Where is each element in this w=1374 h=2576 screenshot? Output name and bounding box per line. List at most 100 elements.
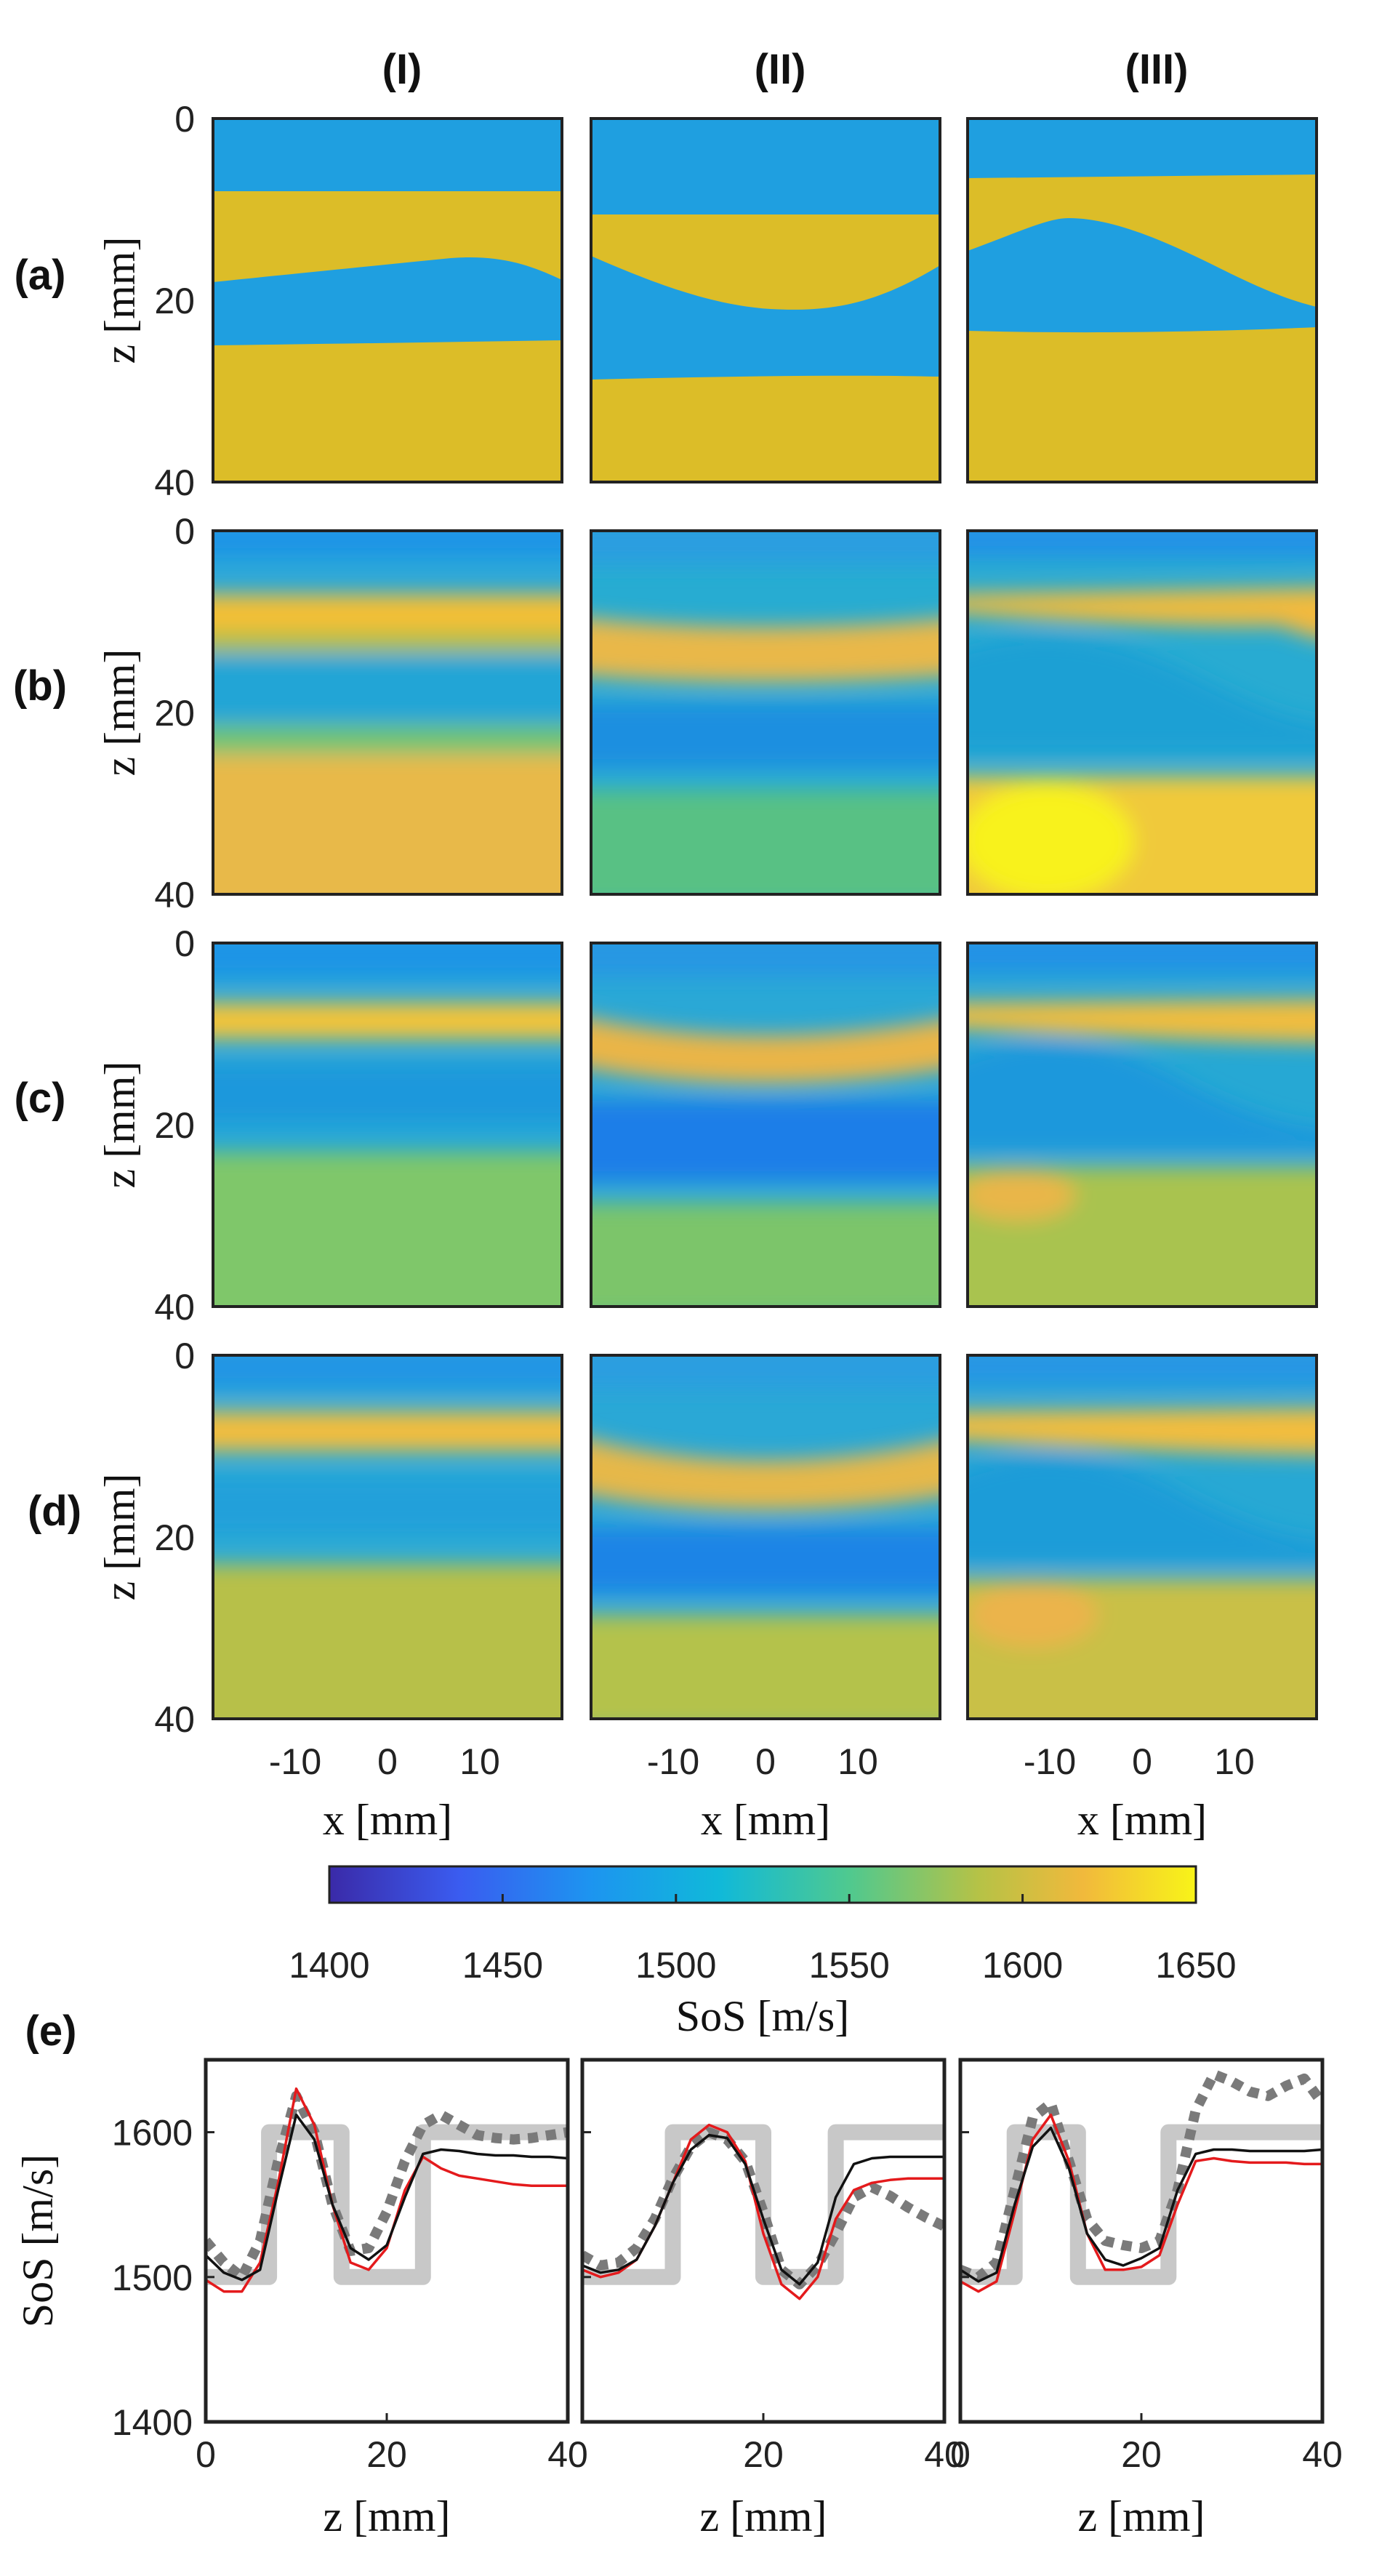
map-z-axis-label: z [mm] (96, 1474, 144, 1601)
column-title-2: (II) (755, 46, 806, 93)
x-tick-label: 20 (1121, 2434, 1162, 2475)
map-a-III-middle-layer (968, 218, 1317, 333)
row-label-e: (e) (25, 2007, 77, 2055)
column-title-1: (I) (382, 46, 422, 93)
x-tick-label: 0 (950, 2434, 971, 2475)
colorbar-label: SoS [m/s] (676, 1992, 849, 2040)
map-d-I (212, 1354, 563, 1720)
map-z-axes: 0 20 40 z [mm] 0 20 40 z [mm] 0 20 40 z [mm] 0 20 40 z … (96, 99, 195, 1740)
map-a-III-top-layer (968, 119, 1317, 178)
map-a-II-top-layer (591, 119, 940, 214)
column-title-3: (III) (1125, 46, 1189, 93)
y-tick-label: 1500 (112, 2258, 193, 2298)
map-c-I-frame (212, 942, 563, 1308)
y-tick-label: 1600 (112, 2113, 193, 2154)
colorbar-tick-label: 1550 (809, 1945, 890, 1986)
line-chart-2: 20 40 z [mm] (580, 2058, 965, 2540)
map-x-tick: -10 (269, 1741, 321, 1782)
map-b-II (590, 529, 941, 896)
map-a-II-frame (590, 117, 941, 483)
map-z-axis-label: z [mm] (96, 237, 144, 364)
colorbar-tick-label: 1500 (635, 1945, 716, 1986)
map-x-tick: 0 (755, 1741, 776, 1782)
map-z-tick: 0 (174, 923, 195, 964)
map-c-II (590, 942, 941, 1308)
map-z-tick: 40 (154, 462, 195, 503)
line-chart-series-group (206, 2087, 568, 2293)
map-b-III-frame (966, 529, 1318, 896)
line-chart-3: 0 20 40 z [mm] (950, 2058, 1343, 2540)
y-tick-label: 1400 (112, 2402, 193, 2443)
map-x-axis-label: x [mm] (701, 1796, 830, 1844)
map-x-axis-label: x [mm] (1077, 1796, 1207, 1844)
map-z-axis-label: z [mm] (96, 649, 144, 777)
colorbar-tick-label: 1600 (982, 1945, 1063, 1986)
map-z-tick: 0 (174, 1336, 195, 1376)
row-label-a: (a) (15, 252, 66, 299)
map-a-I (212, 117, 563, 483)
series-black (582, 2133, 944, 2286)
map-b-III (966, 529, 1318, 896)
map-b-I-frame (212, 529, 563, 896)
map-z-tick: 40 (154, 1699, 195, 1740)
map-x-tick: 0 (377, 1741, 398, 1782)
colorbar: 1400 1450 1500 1550 1600 1650 SoS [m/s] (289, 1865, 1237, 2040)
map-b-I (212, 529, 563, 896)
y-axis-label: SoS [m/s] (14, 2154, 62, 2327)
map-a-I-middle-layer (213, 257, 562, 345)
colorbar-gradient (328, 1865, 1197, 1904)
map-x-tick: 10 (459, 1741, 500, 1782)
map-z-tick: 20 (154, 281, 195, 321)
row-label-c: (c) (15, 1075, 66, 1122)
x-tick-label: 20 (366, 2434, 407, 2475)
colorbar-tick-label: 1450 (462, 1945, 543, 1986)
map-a-I-frame (212, 117, 563, 483)
x-axis-label: z [mm] (700, 2492, 827, 2540)
map-a-II (590, 117, 941, 483)
series-dotted (206, 2090, 568, 2282)
x-tick-label: 40 (924, 2434, 965, 2475)
map-x-tick: 0 (1132, 1741, 1152, 1782)
map-b-II-frame (590, 529, 941, 896)
colorbar-ticks: 1400 1450 1500 1550 1600 1650 (289, 1894, 1237, 1986)
series-black (960, 2126, 1322, 2283)
map-c-III-frame (966, 942, 1318, 1308)
x-tick-label: 40 (547, 2434, 588, 2475)
map-c-I (212, 942, 563, 1308)
map-x-tick: 10 (1214, 1741, 1255, 1782)
map-d-III-frame (966, 1354, 1318, 1720)
map-z-tick: 40 (154, 875, 195, 915)
map-z-tick: 40 (154, 1287, 195, 1328)
x-axis-label: z [mm] (324, 2492, 451, 2540)
series-red (206, 2087, 568, 2293)
colorbar-tick-label: 1400 (289, 1945, 369, 1986)
x-tick-label: 20 (743, 2434, 784, 2475)
colorbar-tick-label: 1650 (1155, 1945, 1236, 1986)
map-d-I-frame (212, 1354, 563, 1720)
map-x-axes: -10 0 10x [mm]-10 0 10x [mm]-10 0 10x [mm] (269, 1741, 1255, 1844)
map-z-tick: 20 (154, 1517, 195, 1558)
map-x-axis-label: x [mm] (323, 1796, 452, 1844)
map-c-III (966, 942, 1318, 1308)
map-z-tick: 20 (154, 1105, 195, 1146)
x-axis-label: z [mm] (1078, 2492, 1205, 2540)
line-chart-series-group (960, 2069, 1322, 2293)
map-x-tick: -10 (647, 1741, 699, 1782)
map-x-tick: 10 (837, 1741, 878, 1782)
map-z-tick: 0 (174, 511, 195, 552)
line-chart-series-group (582, 2123, 944, 2300)
map-a-I-top-layer (213, 119, 562, 191)
map-d-II (590, 1354, 941, 1720)
series-black (206, 2113, 568, 2282)
line-chart-1: 0 20 40 z [mm] 1400 1500 1600 SoS [m/s] (14, 2058, 588, 2540)
map-a-II-middle-layer (591, 256, 940, 380)
map-a-III (966, 117, 1318, 483)
x-tick-label: 40 (1302, 2434, 1343, 2475)
map-z-axis-label: z [mm] (96, 1062, 144, 1189)
map-d-III (966, 1354, 1318, 1720)
map-z-tick: 20 (154, 693, 195, 734)
map-d-II-frame (590, 1354, 941, 1720)
series-dotted (582, 2127, 944, 2290)
map-z-tick: 0 (174, 99, 195, 140)
